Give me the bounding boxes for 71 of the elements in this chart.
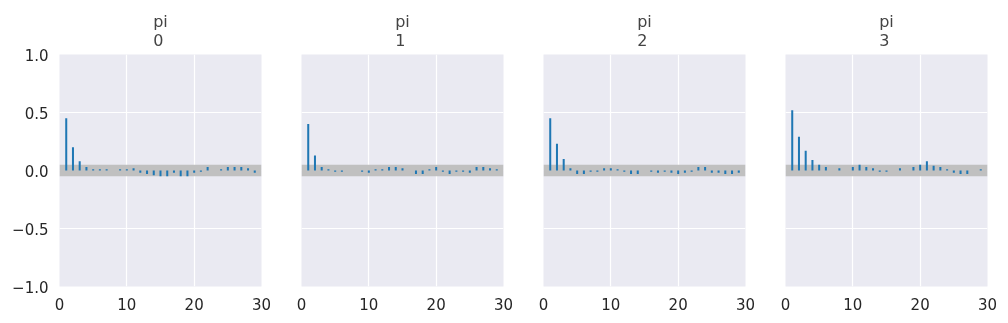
bar <box>824 167 827 171</box>
bar <box>697 167 700 171</box>
x-tick-label: 20 <box>668 295 688 314</box>
x-tick-label: 30 <box>493 295 514 314</box>
bar <box>482 167 485 171</box>
bar <box>919 164 922 171</box>
bar <box>435 167 438 171</box>
bar <box>206 167 209 171</box>
x-tick-label: 0 <box>538 295 549 314</box>
x-tick-label: 10 <box>359 295 379 314</box>
x-tick-label: 30 <box>735 295 756 314</box>
bar <box>562 158 565 171</box>
y-tick-label: 1.0 <box>24 46 49 65</box>
chart-title: pi 1 <box>395 11 410 50</box>
x-tick-label: 20 <box>910 295 930 314</box>
bar <box>603 168 606 171</box>
bar <box>609 168 612 171</box>
y-tick-label: 0.5 <box>24 104 49 123</box>
bar <box>932 165 935 171</box>
bar <box>555 143 558 171</box>
bar <box>313 155 316 171</box>
chart-title: pi 3 <box>879 11 894 50</box>
x-tick-label: 0 <box>296 295 307 314</box>
bar <box>247 168 250 171</box>
bar <box>475 167 478 171</box>
bar <box>132 168 135 171</box>
x-tick-label: 30 <box>251 295 272 314</box>
x-tick-label: 10 <box>117 295 137 314</box>
bar <box>394 167 397 171</box>
bar <box>226 167 229 171</box>
bar <box>489 168 492 171</box>
chart-title: pi 2 <box>637 11 652 50</box>
bar <box>569 168 572 171</box>
bar <box>85 167 88 171</box>
x-tick-label: 0 <box>780 295 791 314</box>
bar <box>804 150 807 171</box>
x-tick-label: 10 <box>601 295 621 314</box>
bar <box>320 167 323 171</box>
bar <box>925 161 928 171</box>
bar <box>388 167 391 171</box>
bar <box>78 161 81 171</box>
y-tick-label: −1.0 <box>12 278 49 297</box>
bar <box>872 168 875 171</box>
bar <box>898 168 901 171</box>
bar <box>791 110 794 171</box>
bar <box>240 167 243 171</box>
bar <box>858 164 861 171</box>
x-tick-label: 30 <box>977 295 998 314</box>
bar <box>401 168 404 171</box>
x-tick-label: 20 <box>184 295 204 314</box>
bar <box>704 167 707 171</box>
bar <box>865 167 868 171</box>
bar <box>65 118 68 171</box>
x-tick-label: 20 <box>426 295 446 314</box>
chart-title: pi 0 <box>153 11 168 50</box>
bar <box>838 168 841 171</box>
bar <box>159 170 162 177</box>
bar <box>912 167 915 171</box>
bar <box>71 147 74 171</box>
bar <box>307 124 310 171</box>
bar <box>939 167 942 171</box>
bar <box>797 136 800 171</box>
bar <box>818 164 821 171</box>
y-tick-label: 0.0 <box>24 162 49 181</box>
bar <box>233 167 236 171</box>
bar <box>811 160 814 171</box>
x-tick-label: 10 <box>843 295 863 314</box>
bar <box>549 118 552 171</box>
x-tick-label: 0 <box>54 295 65 314</box>
y-tick-label: −0.5 <box>12 220 49 239</box>
bar <box>851 167 854 171</box>
